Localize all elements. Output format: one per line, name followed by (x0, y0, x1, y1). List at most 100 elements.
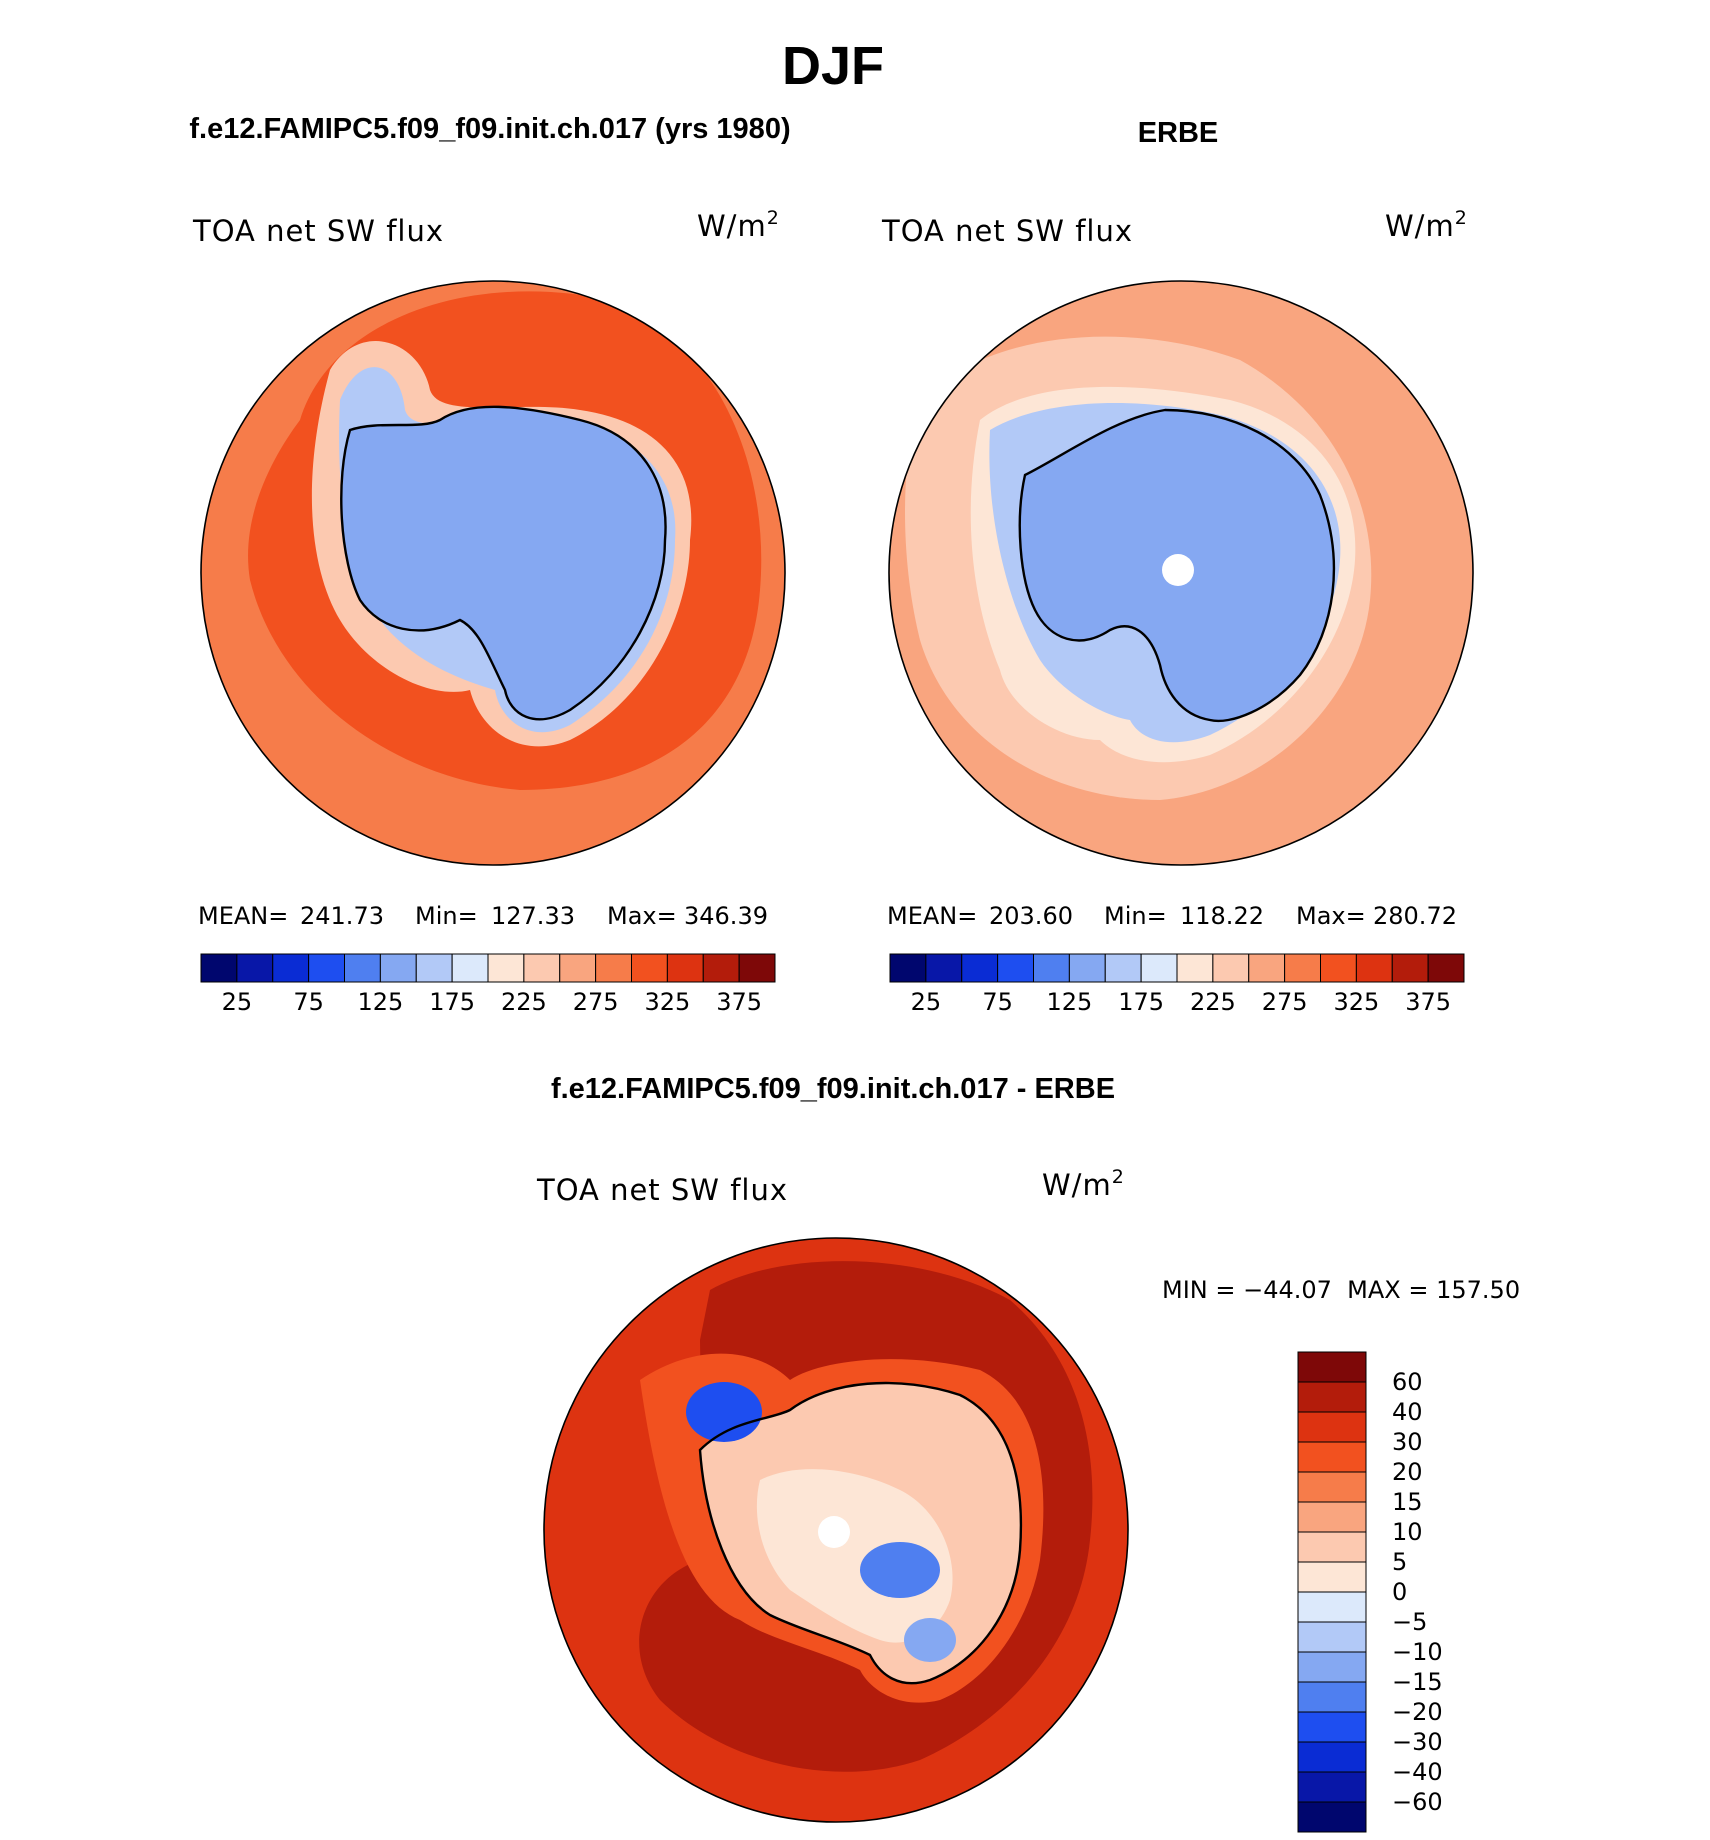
polar-map-model (200, 280, 786, 866)
colorbar-swatch (1248, 953, 1286, 983)
colorbar-swatch (738, 953, 776, 983)
colorbar-tick-label: −60 (1392, 1788, 1443, 1816)
pole-hole-erbe (1162, 554, 1194, 586)
colorbar-tick-label: 225 (1190, 988, 1236, 1016)
map-boundary-model (200, 280, 786, 866)
colorbar-swatch (1176, 953, 1214, 983)
colorbar-swatch (1297, 1351, 1367, 1383)
colorbar-swatch (961, 953, 999, 983)
colorbar-tick-label: −15 (1392, 1668, 1443, 1696)
colorbar-swatch (272, 953, 310, 983)
colorbar-tick-label: 275 (1262, 988, 1308, 1016)
colorbar-swatch (1297, 1711, 1367, 1743)
colorbar-swatch (1104, 953, 1142, 983)
colorbar-tick-label: 30 (1392, 1428, 1423, 1456)
units-base-model: W/m (697, 209, 767, 243)
colorbar-swatch (1212, 953, 1250, 983)
panel-erbe: ERBE TOA net SW flux W/m2 MEAN= 203.60 M… (881, 117, 1474, 1016)
polar-map-difference (543, 1237, 1129, 1823)
mean-value-erbe: 203.60 (989, 902, 1073, 930)
variable-label-difference: TOA net SW flux (536, 1173, 788, 1207)
colorbar-swatch (559, 953, 597, 983)
stats-row-model: MEAN= 241.73 Min= 127.33 Max= 346.39 (198, 902, 768, 930)
colorbar-tick-label: 275 (573, 988, 619, 1016)
units-exp-difference: 2 (1112, 1166, 1125, 1188)
colorbar-swatch (1068, 953, 1106, 983)
colorbar-swatch (1427, 953, 1465, 983)
panel-model: f.e12.FAMIPC5.f09_f09.init.ch.017 (yrs 1… (189, 113, 790, 1016)
colorbar-swatch (451, 953, 489, 983)
units-base-difference: W/m (1042, 1168, 1112, 1202)
colorbar-swatch (1033, 953, 1070, 983)
colorbar-tick-label: 5 (1392, 1548, 1407, 1576)
colorbar-swatch (997, 953, 1034, 983)
colorbar-swatch (1320, 953, 1357, 983)
colorbar-model: 25 75 125 175 225 275 325 375 (200, 953, 776, 1016)
colorbar-tick-label: 125 (1046, 988, 1092, 1016)
colorbar-swatch (1297, 1471, 1367, 1503)
colorbar-swatch (200, 953, 238, 983)
units-base-erbe: W/m (1385, 209, 1455, 243)
negative-anomaly-patch (686, 1382, 762, 1442)
panel-title-erbe: ERBE (1138, 117, 1219, 149)
colorbar-swatch (487, 953, 525, 983)
polar-map-erbe (888, 280, 1474, 866)
colorbar-swatch (1297, 1411, 1367, 1443)
colorbar-swatch (595, 953, 632, 983)
colorbar-tick-label: 25 (911, 988, 942, 1016)
colorbar-tick-label: 0 (1392, 1578, 1407, 1606)
colorbar-swatch (379, 953, 417, 983)
antarctica-coastline-difference (698, 1381, 1023, 1685)
map-boundary-erbe (888, 280, 1474, 866)
colorbar-swatch (1297, 1441, 1367, 1473)
colorbar-tick-label: 60 (1392, 1368, 1423, 1396)
colorbar-tick-label: −30 (1392, 1728, 1443, 1756)
colorbar-tick-label: −5 (1392, 1608, 1427, 1636)
mean-value-model: 241.73 (300, 902, 384, 930)
colorbar-swatch (1297, 1561, 1367, 1593)
colorbar-swatch (308, 953, 345, 983)
colorbar-swatch (1297, 1801, 1367, 1833)
colorbar-swatch (1297, 1591, 1367, 1623)
colorbar-tick-label: 225 (501, 988, 547, 1016)
stats-row-erbe: MEAN= 203.60 Min= 118.22 Max= 280.72 (887, 902, 1457, 930)
colorbar-swatch (1391, 953, 1429, 983)
map-boundary-difference (543, 1237, 1129, 1823)
colorbar-swatch (1297, 1381, 1367, 1413)
colorbar-tick-label: 375 (1405, 988, 1451, 1016)
colorbar-swatch (1140, 953, 1178, 983)
colorbar-swatch (1297, 1681, 1367, 1713)
variable-label-model: TOA net SW flux (192, 214, 444, 248)
field-ice (341, 406, 666, 720)
colorbar-tick-label: 15 (1392, 1488, 1423, 1516)
colorbar-swatch (1297, 1741, 1367, 1773)
pole-hole-difference (818, 1516, 850, 1548)
colorbar-swatch (889, 953, 927, 983)
units-label-erbe: W/m2 (1385, 207, 1468, 243)
colorbar-tick-label: 75 (293, 988, 324, 1016)
colorbar-swatch (236, 953, 274, 983)
min-label-model: Min= (415, 902, 478, 930)
max-value-erbe: 280.72 (1373, 902, 1457, 930)
colorbar-swatch (1297, 1531, 1367, 1563)
colorbar-tick-label: −20 (1392, 1698, 1443, 1726)
colorbar-tick-label: 325 (1333, 988, 1379, 1016)
colorbar-tick-label: 75 (982, 988, 1013, 1016)
field-ice (756, 1469, 953, 1643)
page-title: DJF (782, 36, 884, 96)
units-label-difference: W/m2 (1042, 1166, 1125, 1202)
colorbar-swatch (702, 953, 740, 983)
minmax-label-difference: MIN = −44.07 MAX = 157.50 (1162, 1276, 1520, 1304)
colorbar-swatch (1297, 1651, 1367, 1683)
colorbar-swatch (1297, 1621, 1367, 1653)
colorbar-tick-label: 175 (429, 988, 475, 1016)
mean-label-model: MEAN= (198, 902, 288, 930)
colorbar-swatch (523, 953, 561, 983)
units-exp-model: 2 (767, 207, 780, 229)
colorbar-tick-label: 40 (1392, 1398, 1423, 1426)
colorbar-tick-label: −10 (1392, 1638, 1443, 1666)
colorbar-swatch (631, 953, 668, 983)
max-label-model: Max= (607, 902, 677, 930)
